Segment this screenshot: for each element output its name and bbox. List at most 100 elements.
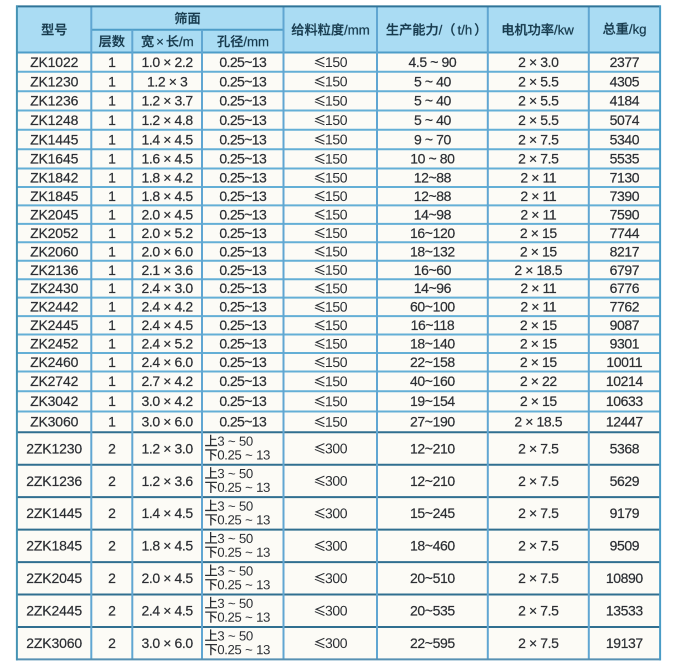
svg-text:2ZK2445: 2ZK2445	[26, 603, 82, 619]
svg-text:1.8 × 4.5: 1.8 × 4.5	[142, 188, 194, 204]
svg-text:2.0 × 6.0: 2.0 × 6.0	[142, 243, 194, 259]
svg-text:3.0 × 6.0: 3.0 × 6.0	[142, 414, 194, 430]
svg-text:2 × 11: 2 × 11	[520, 206, 556, 222]
svg-text:2 × 18.5: 2 × 18.5	[514, 262, 562, 278]
svg-text:ZK1445: ZK1445	[30, 131, 78, 147]
svg-text:2 × 7.5: 2 × 7.5	[518, 473, 559, 489]
svg-text:7762: 7762	[610, 299, 640, 315]
svg-text:2ZK3060: 2ZK3060	[26, 635, 82, 651]
svg-text:2 × 5.5: 2 × 5.5	[518, 93, 559, 109]
svg-text:1: 1	[108, 54, 116, 70]
svg-text:ZK2442: ZK2442	[30, 299, 78, 315]
svg-text:2.1 × 3.6: 2.1 × 3.6	[142, 262, 194, 278]
svg-text:1: 1	[108, 93, 116, 109]
svg-text:2 × 7.5: 2 × 7.5	[518, 505, 559, 521]
svg-text:18~132: 18~132	[410, 243, 455, 259]
svg-text:0.25~13: 0.25~13	[219, 188, 267, 204]
svg-text:5340: 5340	[610, 131, 640, 147]
svg-text:2.4 × 4.5: 2.4 × 4.5	[142, 317, 194, 333]
svg-text:14~96: 14~96	[414, 280, 452, 296]
svg-text:3.0 × 6.0: 3.0 × 6.0	[142, 635, 194, 651]
svg-text:16~118: 16~118	[411, 317, 455, 333]
svg-text:1: 1	[108, 354, 116, 370]
svg-text:5 ~ 40: 5 ~ 40	[414, 112, 452, 128]
svg-text:10214: 10214	[606, 373, 644, 389]
svg-text:0.25~13: 0.25~13	[219, 170, 267, 186]
svg-text:2.4 × 4.5: 2.4 × 4.5	[142, 603, 194, 619]
svg-text:12447: 12447	[606, 414, 644, 430]
svg-text:20~535: 20~535	[410, 603, 455, 619]
svg-text:2: 2	[108, 538, 116, 554]
svg-text:12~88: 12~88	[414, 170, 452, 186]
svg-text:2.0 × 5.2: 2.0 × 5.2	[142, 225, 194, 241]
svg-text:2 × 15: 2 × 15	[520, 354, 558, 370]
svg-text:1.2 × 3.7: 1.2 × 3.7	[142, 93, 194, 109]
svg-text:0.25~13: 0.25~13	[219, 299, 267, 315]
svg-text:0.25~13: 0.25~13	[219, 131, 267, 147]
svg-text:7744: 7744	[610, 225, 640, 241]
svg-text:1: 1	[108, 414, 116, 430]
svg-text:7390: 7390	[610, 188, 640, 204]
svg-text:0.25~13: 0.25~13	[219, 317, 267, 333]
svg-text:19137: 19137	[606, 635, 644, 651]
svg-text:1: 1	[108, 188, 116, 204]
svg-text:1: 1	[108, 299, 116, 315]
svg-text:8217: 8217	[610, 243, 640, 259]
svg-text:14~98: 14~98	[414, 206, 452, 222]
svg-text:1: 1	[108, 225, 116, 241]
svg-text:60~100: 60~100	[410, 299, 455, 315]
svg-text:2 × 18.5: 2 × 18.5	[514, 414, 562, 430]
svg-text:18~140: 18~140	[410, 336, 455, 352]
svg-text:2.4 × 4.2: 2.4 × 4.2	[142, 299, 194, 315]
svg-text:0.25~13: 0.25~13	[219, 151, 267, 167]
svg-text:1: 1	[108, 393, 116, 409]
svg-text:12~88: 12~88	[414, 188, 452, 204]
svg-text:1: 1	[108, 317, 116, 333]
svg-text:1.6 × 4.5: 1.6 × 4.5	[142, 151, 194, 167]
svg-text:ZK1230: ZK1230	[30, 73, 78, 89]
svg-text:2 × 3.0: 2 × 3.0	[518, 54, 559, 70]
svg-text:7130: 7130	[610, 170, 640, 186]
svg-text:ZK2460: ZK2460	[30, 354, 78, 370]
svg-text:2 × 7.5: 2 × 7.5	[518, 440, 559, 456]
svg-text:2 × 15: 2 × 15	[520, 243, 558, 259]
svg-text:ZK1645: ZK1645	[30, 151, 78, 167]
svg-text:0.25~13: 0.25~13	[219, 262, 267, 278]
svg-text:4.5 ~ 90: 4.5 ~ 90	[409, 54, 457, 70]
svg-text:1.2 × 3: 1.2 × 3	[147, 73, 188, 89]
svg-text:ZK1845: ZK1845	[30, 188, 78, 204]
svg-text:4305: 4305	[610, 73, 640, 89]
svg-text:2.7 × 4.2: 2.7 × 4.2	[142, 373, 194, 389]
svg-text:ZK1248: ZK1248	[30, 112, 78, 128]
svg-text:16~60: 16~60	[414, 262, 452, 278]
svg-text:7590: 7590	[610, 206, 640, 222]
svg-text:10633: 10633	[606, 393, 644, 409]
svg-text:5368: 5368	[610, 440, 640, 456]
svg-text:5 ~ 40: 5 ~ 40	[414, 73, 452, 89]
svg-text:2 × 11: 2 × 11	[520, 280, 556, 296]
svg-text:2ZK1445: 2ZK1445	[26, 505, 82, 521]
svg-text:19~154: 19~154	[410, 393, 455, 409]
svg-text:1.2 × 3.6: 1.2 × 3.6	[142, 473, 194, 489]
svg-text:0.25~13: 0.25~13	[219, 373, 267, 389]
svg-text:5 ~ 40: 5 ~ 40	[414, 93, 452, 109]
svg-text:1: 1	[108, 336, 116, 352]
svg-text:2.4 × 3.0: 2.4 × 3.0	[142, 280, 194, 296]
svg-text:2 × 11: 2 × 11	[520, 299, 556, 315]
svg-text:1: 1	[108, 206, 116, 222]
svg-text:1: 1	[108, 131, 116, 147]
svg-text:1.2 × 4.8: 1.2 × 4.8	[142, 112, 194, 128]
svg-text:ZK1236: ZK1236	[30, 93, 78, 109]
svg-text:2 × 7.5: 2 × 7.5	[518, 635, 559, 651]
svg-text:3.0 × 4.2: 3.0 × 4.2	[142, 393, 194, 409]
svg-text:0.25~13: 0.25~13	[219, 73, 267, 89]
svg-text:1: 1	[108, 262, 116, 278]
svg-text:1.0 × 2.2: 1.0 × 2.2	[142, 54, 194, 70]
svg-text:18~460: 18~460	[410, 538, 455, 554]
svg-text:ZK2045: ZK2045	[30, 206, 78, 222]
svg-text:6776: 6776	[610, 280, 640, 296]
svg-text:2: 2	[108, 603, 116, 619]
svg-text:1.8 × 4.2: 1.8 × 4.2	[142, 170, 194, 186]
svg-text:20~510: 20~510	[410, 570, 455, 586]
svg-text:0.25~13: 0.25~13	[219, 112, 267, 128]
